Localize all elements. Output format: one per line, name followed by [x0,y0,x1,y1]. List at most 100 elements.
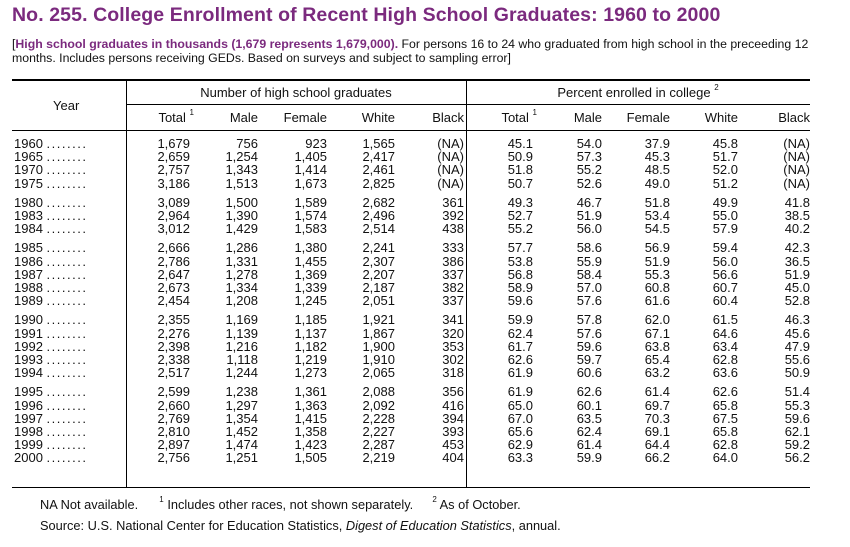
cell-female: 1,182 [294,338,327,354]
cell-pct-white: 52.0 [712,162,738,178]
source-prefix: Source: U.S. National Center for Educati… [40,518,346,533]
cell-male: 1,169 [225,312,258,328]
headnote: [High school graduates in thousands (1,6… [12,37,834,65]
year-label: 1990 [14,313,43,327]
table-row: 1998 ........ 2,810 1,452 1,358 2,227 393 65.6… [0,425,850,438]
cell-total: 1,679 [157,136,190,151]
cell-pct-black: 50.9 [784,365,810,381]
cell-male: 1,452 [225,424,258,439]
year-label: 1985 [14,241,43,255]
headnote-highlight: High school graduates in thousands (1,67… [15,37,399,51]
cell-black: 356 [442,384,464,400]
cell-total: 2,786 [157,253,190,269]
cell-female: 1,574 [294,208,327,223]
cell-pct-white: 64.6 [712,325,738,341]
cell-black: 302 [442,352,464,367]
source-title: Digest of Education Statistics [345,518,512,533]
cell-pct-total: 45.1 [507,136,533,151]
year-label: 1965 [14,150,43,164]
cell-pct-male: 57.6 [576,293,602,309]
col-header-pct-female: Female [600,110,670,125]
table-row: 1997 ........ 2,769 1,354 1,415 2,228 394 67.0… [0,412,850,425]
cell-total: 2,810 [157,424,190,439]
cell-pct-white: 59.4 [712,240,738,256]
cell-pct-total: 59.9 [507,312,533,328]
cell-white: 2,682 [362,194,395,210]
cell-pct-male: 54.0 [576,136,602,151]
cell-pct-male: 55.2 [576,162,602,178]
cell-pct-black: 38.5 [784,208,810,223]
leader-dots: ........ [46,425,88,438]
group2-header-label: Percent enrolled in college [557,85,711,100]
cell-female: 1,405 [294,149,327,165]
cell-total: 2,897 [157,437,190,453]
cell-pct-black: 42.3 [784,240,810,256]
cell-pct-black: 59.2 [784,437,810,453]
cell-pct-female: 64.4 [644,437,670,453]
cell-white: 2,227 [362,424,395,439]
cell-female: 1,363 [294,397,327,413]
cell-female: 1,673 [294,175,327,191]
cell-male: 1,238 [225,384,258,400]
cell-pct-female: 48.5 [644,162,670,178]
cell-pct-total: 63.3 [507,450,533,466]
table-row: 1984 ........ 3,012 1,429 1,583 2,514 438 55.2… [0,222,850,235]
table-row: 1983 ........ 2,964 1,390 1,574 2,496 392 52.7… [0,209,850,222]
year-label: 1991 [14,326,43,340]
col-header-sup: 1 [532,108,537,117]
cell-pct-female: 56.9 [644,240,670,256]
col-header-label: Total [501,110,529,125]
col-header-pct-black: Black [740,110,810,125]
col-header-label: Total [158,110,186,125]
cell-black: 341 [442,312,464,328]
year-label: 1998 [14,425,43,438]
group2-header: Percent enrolled in college 2 [466,83,810,100]
year-label: 1980 [14,195,43,209]
cell-female: 1,339 [294,280,327,295]
cell-pct-white: 57.9 [712,221,738,237]
cell-pct-black: 62.1 [784,424,810,439]
year-label: 1995 [14,385,43,399]
source-note: Source: U.S. National Center for Educati… [40,518,561,533]
year-label: 1960 [14,137,43,150]
cell-pct-total: 51.8 [507,162,533,178]
leader-dots: ........ [46,313,88,327]
year-column-divider [126,80,127,487]
cell-pct-female: 69.7 [644,397,670,413]
cell-pct-female: 49.0 [644,175,670,191]
cell-white: 2,241 [362,240,395,256]
table-row: 1975 ........ 3,186 1,513 1,673 2,825 (NA) 50.… [0,177,850,190]
cell-pct-black: 56.2 [784,450,810,466]
cell-pct-total: 59.6 [507,293,533,309]
cell-pct-total: 55.2 [507,221,533,237]
cell-pct-male: 59.7 [576,352,602,367]
cell-pct-male: 63.5 [576,410,602,426]
cell-pct-black: 55.6 [784,352,810,367]
year-cell: 1980 ........ [14,196,126,209]
cell-pct-black: 47.9 [784,338,810,354]
cell-female: 1,219 [294,352,327,367]
year-cell: 1998 ........ [14,425,126,438]
table-row: 1986 ........ 2,786 1,331 1,455 2,307 386 53.8… [0,255,850,268]
cell-black: 438 [442,221,464,237]
cell-pct-female: 60.8 [644,280,670,295]
cell-pct-white: 60.4 [712,293,738,309]
year-cell: 1996 ........ [14,399,126,412]
cell-male: 1,354 [225,410,258,426]
cell-total: 2,276 [157,325,190,341]
table-row: 1992 ........ 2,398 1,216 1,182 1,900 353 61.7… [0,340,850,353]
cell-white: 2,825 [362,175,395,191]
col-header-male: Male [188,110,258,125]
year-cell: 1983 ........ [14,209,126,222]
cell-pct-white: 51.7 [712,149,738,165]
leader-dots: ........ [46,163,88,177]
col-header-female: Female [257,110,327,125]
year-label: 1993 [14,353,43,366]
cell-pct-female: 61.4 [644,384,670,400]
cell-pct-black: 51.4 [784,384,810,400]
year-cell: 1984 ........ [14,222,126,235]
cell-pct-male: 58.6 [576,240,602,256]
cell-black: (NA) [437,175,464,191]
cell-total: 2,647 [157,266,190,282]
cell-total: 2,338 [157,352,190,367]
